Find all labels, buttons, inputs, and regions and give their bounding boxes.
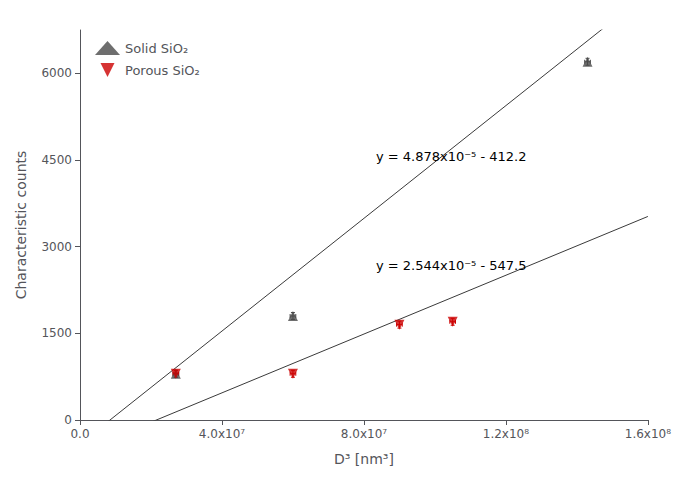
- svg-text:0.0: 0.0: [70, 427, 89, 441]
- svg-text:3000: 3000: [41, 240, 72, 254]
- svg-text:y = 2.544x10⁻⁵ - 547.5: y = 2.544x10⁻⁵ - 547.5: [376, 258, 527, 273]
- svg-text:0: 0: [64, 413, 72, 427]
- svg-text:4500: 4500: [41, 153, 72, 167]
- svg-text:Solid SiO₂: Solid SiO₂: [125, 41, 188, 56]
- svg-text:y = 4.878x10⁻⁵ - 412.2: y = 4.878x10⁻⁵ - 412.2: [376, 149, 527, 164]
- svg-text:D³ [nm³]: D³ [nm³]: [334, 451, 394, 467]
- svg-text:Characteristic counts: Characteristic counts: [13, 151, 29, 300]
- svg-text:1.2x10⁸: 1.2x10⁸: [483, 427, 529, 441]
- svg-text:8.0x10⁷: 8.0x10⁷: [341, 427, 387, 441]
- svg-text:1500: 1500: [41, 326, 72, 340]
- svg-text:Porous SiO₂: Porous SiO₂: [125, 63, 200, 78]
- svg-text:6000: 6000: [41, 66, 72, 80]
- svg-text:4.0x10⁷: 4.0x10⁷: [199, 427, 245, 441]
- svg-text:1.6x10⁸: 1.6x10⁸: [625, 427, 671, 441]
